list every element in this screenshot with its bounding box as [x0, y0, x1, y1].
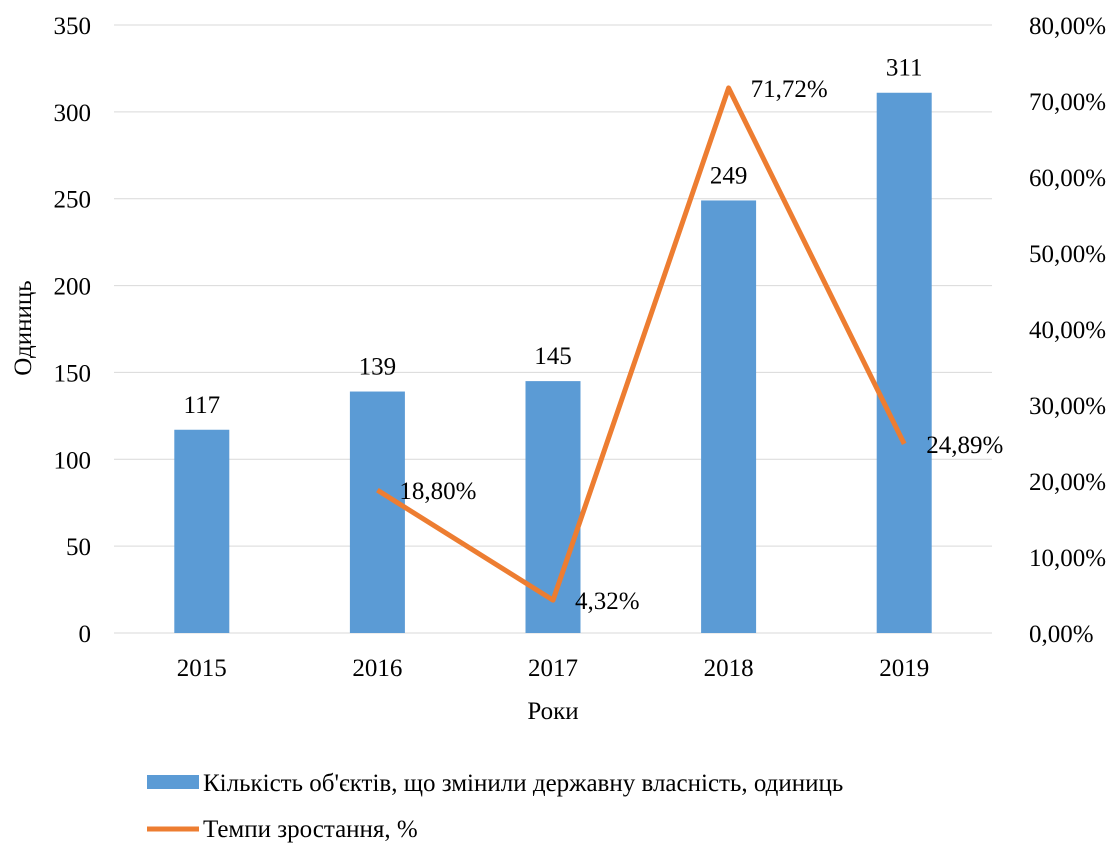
bar	[876, 92, 932, 633]
y2-tick-label: 70,00%	[1029, 89, 1106, 116]
bar-series	[174, 92, 932, 634]
y-tick-label: 250	[54, 187, 92, 214]
bar-data-label: 311	[886, 55, 923, 82]
x-tick-label: 2017	[528, 655, 578, 682]
y-tick-label: 150	[54, 360, 92, 387]
y-tick-label: 300	[54, 100, 92, 127]
bar	[174, 429, 230, 633]
bar	[701, 200, 757, 634]
legend: Кількість об'єктів, що змінили державну …	[147, 770, 843, 843]
line-data-labels: 18,80% 4,32% 71,72% 24,89%	[399, 76, 1003, 615]
y-tick-label: 100	[54, 447, 92, 474]
y-axis-left: 0 50 100 150 200 250 300 350	[54, 13, 92, 648]
bar-data-label: 249	[710, 162, 748, 189]
y2-tick-label: 30,00%	[1029, 393, 1106, 420]
y-tick-label: 200	[54, 274, 92, 301]
x-tick-label: 2018	[704, 655, 754, 682]
y2-tick-label: 60,00%	[1029, 165, 1106, 192]
y2-tick-label: 0,00%	[1029, 621, 1094, 648]
y2-tick-label: 40,00%	[1029, 317, 1106, 344]
bar-data-label: 145	[534, 343, 572, 370]
y2-tick-label: 50,00%	[1029, 241, 1106, 268]
bar-data-labels: 117 139 145 249 311	[184, 55, 923, 419]
line-path	[376, 85, 907, 603]
line-data-label: 71,72%	[751, 76, 828, 103]
x-tick-label: 2016	[352, 655, 402, 682]
legend-swatch-bars	[147, 775, 199, 789]
x-tick-label: 2019	[879, 655, 929, 682]
legend-label-line: Темпи зростання, %	[203, 816, 418, 843]
y-tick-label: 50	[66, 534, 91, 561]
y-tick-label: 350	[54, 13, 92, 40]
x-axis-title: Роки	[527, 698, 578, 725]
bar-data-label: 139	[359, 354, 397, 381]
x-axis: 2015 2016 2017 2018 2019	[177, 655, 929, 682]
y-axis-right: 0,00% 10,00% 20,00% 30,00% 40,00% 50,00% 60,00…	[1029, 13, 1106, 648]
y2-tick-label: 20,00%	[1029, 469, 1106, 496]
x-tick-label: 2015	[177, 655, 227, 682]
bar	[349, 391, 405, 633]
line-series	[376, 85, 907, 603]
y-tick-label: 0	[79, 621, 92, 648]
y2-tick-label: 80,00%	[1029, 13, 1106, 40]
line-data-label: 4,32%	[575, 588, 640, 615]
bar-data-label: 117	[184, 392, 221, 419]
line-data-label: 18,80%	[399, 478, 476, 505]
legend-item-line: Темпи зростання, %	[147, 816, 418, 843]
y-axis-title: Одиниць	[10, 280, 37, 375]
line-data-label: 24,89%	[926, 432, 1003, 459]
legend-label-bars: Кількість об'єктів, що змінили державну …	[203, 770, 843, 797]
y2-tick-label: 10,00%	[1029, 545, 1106, 572]
legend-item-bars: Кількість об'єктів, що змінили державну …	[147, 770, 843, 797]
